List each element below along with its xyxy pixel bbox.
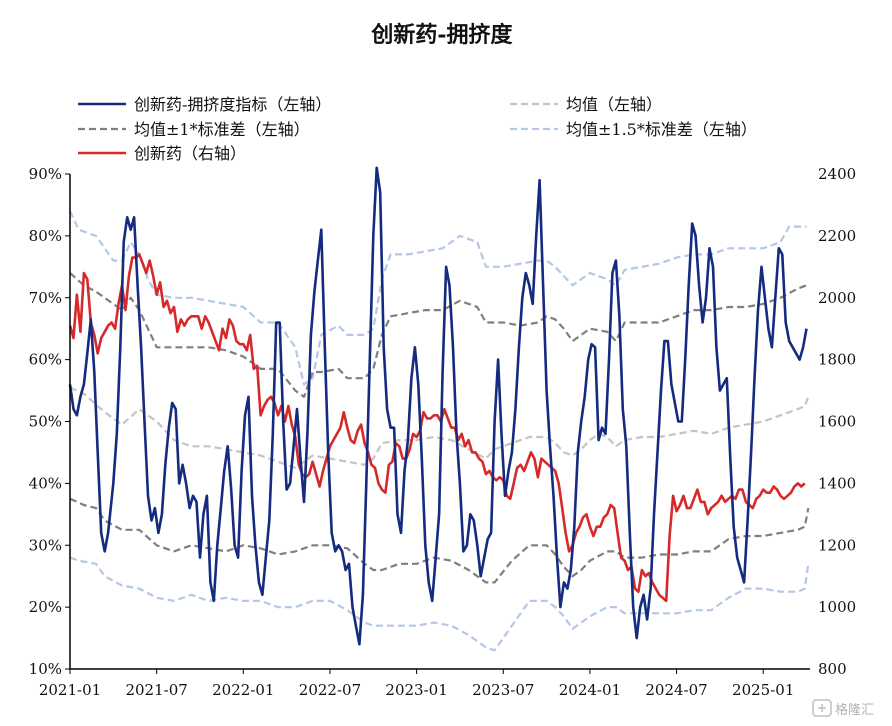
- y-left-tick-label: 70%: [29, 289, 62, 307]
- series-line-band1_lower: [69, 497, 810, 584]
- y-left-tick-label: 40%: [29, 474, 62, 492]
- series-line-band1_upper: [69, 272, 807, 398]
- y-right-tick-label: 800: [818, 660, 847, 678]
- series-line-band15_upper: [69, 210, 807, 386]
- x-tick-label: 2023-07: [472, 681, 534, 699]
- y-left-tick-label: 50%: [29, 413, 62, 431]
- y-left-tick-label: 10%: [29, 660, 62, 678]
- y-left-tick-label: 30%: [29, 536, 62, 554]
- y-left-tick-label: 20%: [29, 598, 62, 616]
- legend-label-band15: 均值±1.5*标准差（左轴）: [566, 120, 757, 139]
- y-right-tick-label: 2000: [818, 289, 856, 307]
- legend-label-mean: 均值（左轴）: [566, 95, 662, 114]
- x-tick-label: 2022-07: [299, 681, 361, 699]
- x-tick-label: 2024-01: [559, 681, 621, 699]
- y-right-tick-label: 2200: [818, 227, 856, 245]
- legend: 创新药-拥挤度指标（左轴） 均值（左轴） 均值±1*标准差（左轴） 均值±1.5…: [78, 95, 757, 163]
- y-right-tick-label: 1600: [818, 413, 856, 431]
- x-tick-label: 2025-01: [732, 681, 794, 699]
- series-line-crowding: [68, 166, 808, 646]
- x-tick-label: 2021-07: [125, 681, 187, 699]
- y-left-tick-label: 80%: [29, 227, 62, 245]
- axes: 10% 20% 30% 40% 50% 60% 70% 80% 90% 800 1000 1200 14…: [29, 165, 857, 699]
- watermark-text: 格隆汇: [835, 702, 874, 718]
- plot-area: [68, 166, 810, 652]
- x-tick-label: 2022-01: [212, 681, 274, 699]
- x-tick-label: 2021-01: [39, 681, 101, 699]
- y-right-tick-label: 2400: [818, 165, 856, 183]
- watermark-logo-mark: [818, 704, 826, 712]
- y-left-tick-label: 90%: [29, 165, 62, 183]
- legend-label-band1: 均值±1*标准差（左轴）: [134, 120, 310, 139]
- x-tick-label: 2023-01: [385, 681, 447, 699]
- watermark: 格隆汇: [812, 699, 874, 718]
- y-right-tick-label: 1800: [818, 351, 856, 369]
- watermark-logo-icon: [812, 699, 832, 717]
- series-line-price: [68, 253, 806, 603]
- legend-label-crowding: 创新药-拥挤度指标（左轴）: [134, 95, 331, 114]
- y-right-tick-label: 1400: [818, 474, 856, 492]
- legend-label-price: 创新药（右轴）: [134, 144, 246, 163]
- x-tick-label: 2024-07: [645, 681, 707, 699]
- y-right-tick-label: 1000: [818, 598, 856, 616]
- y-right-tick-label: 1200: [818, 536, 856, 554]
- chart-title: 创新药-拥挤度: [370, 22, 513, 48]
- series-line-band15_lower: [69, 556, 810, 652]
- y-left-tick-label: 60%: [29, 351, 62, 369]
- series-line-mean: [69, 386, 810, 469]
